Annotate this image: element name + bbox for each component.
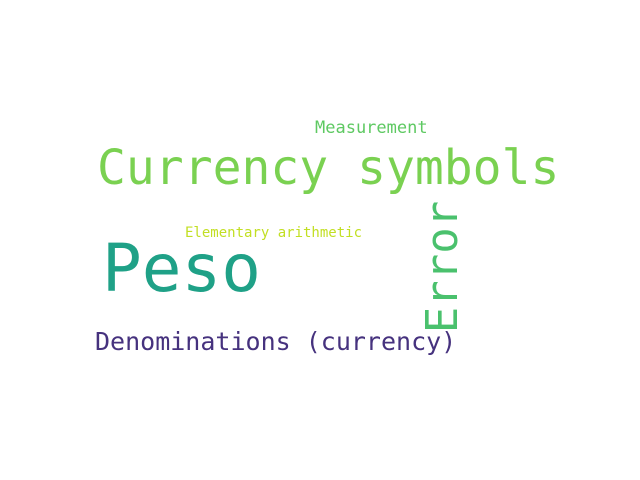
word-error: Error [417, 200, 468, 334]
word-currency-symbols: Currency symbols [97, 140, 560, 196]
word-denominations-currency: Denominations (currency) [95, 327, 457, 356]
word-peso: Peso [102, 230, 261, 307]
word-measurement: Measurement [315, 118, 428, 138]
word-elementary-arithmetic: Elementary arithmetic [185, 225, 363, 241]
